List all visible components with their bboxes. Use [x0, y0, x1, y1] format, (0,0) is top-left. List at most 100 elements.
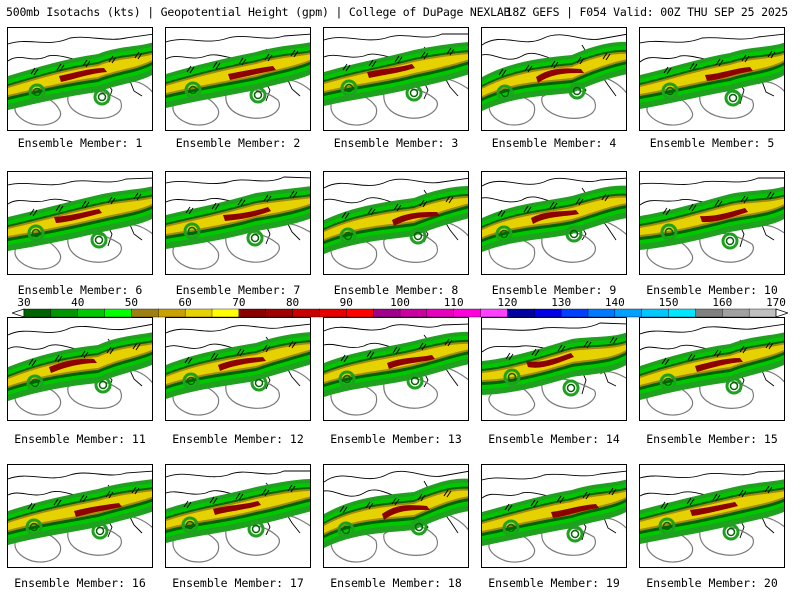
ensemble-member-label: Ensemble Member: 12 — [172, 432, 304, 446]
ensemble-member-map — [481, 464, 627, 568]
ensemble-member-label: Ensemble Member: 15 — [646, 432, 778, 446]
ensemble-map-graphic — [324, 323, 468, 416]
colorbar-tick-label: 90 — [340, 296, 353, 309]
ensemble-member-label: Ensemble Member: 7 — [175, 283, 301, 297]
ensemble-member-label: Ensemble Member: 20 — [646, 576, 778, 590]
ensemble-member-label: Ensemble Member: 5 — [649, 136, 775, 150]
ensemble-member-map — [165, 464, 311, 568]
ensemble-map-graphic — [8, 323, 152, 416]
colorbar-swatch — [722, 308, 750, 318]
ensemble-map-graphic — [640, 177, 784, 270]
ensemble-member-label: Ensemble Member: 2 — [175, 136, 301, 150]
colorbar-swatch — [695, 308, 723, 318]
ensemble-map-graphic — [166, 323, 310, 416]
ensemble-member-map — [639, 171, 785, 275]
ensemble-map-graphic — [324, 33, 468, 126]
colorbar-swatch — [534, 308, 562, 318]
ensemble-member-map — [481, 27, 627, 131]
ensemble-map-graphic — [482, 33, 626, 126]
colorbar-swatch — [614, 308, 643, 318]
colorbar-swatch — [560, 308, 589, 318]
colorbar-tick-label: 110 — [444, 296, 464, 309]
ensemble-map-graphic — [166, 176, 310, 270]
colorbar-swatch — [265, 308, 294, 318]
ensemble-member-label: Ensemble Member: 1 — [17, 136, 143, 150]
colorbar-tick-label: 140 — [605, 296, 625, 309]
ensemble-map-graphic — [166, 33, 310, 126]
ensemble-member-label: Ensemble Member: 14 — [488, 432, 620, 446]
colorbar-swatch — [507, 308, 535, 318]
ensemble-member-label: Ensemble Member: 11 — [14, 432, 146, 446]
ensemble-member-map — [323, 171, 469, 275]
ensemble-member-label: Ensemble Member: 4 — [491, 136, 617, 150]
colorbar-swatch — [50, 308, 79, 318]
colorbar-tick-label: 30 — [17, 296, 30, 309]
colorbar-swatch — [131, 308, 159, 318]
ensemble-member-map — [639, 317, 785, 421]
ensemble-map-graphic — [482, 470, 626, 563]
colorbar-swatch — [641, 308, 670, 318]
ensemble-member-map — [7, 171, 153, 275]
colorbar-tick-label: 170 — [766, 296, 786, 309]
ensemble-member-label: Ensemble Member: 3 — [333, 136, 459, 150]
colorbar-tick-label: 130 — [551, 296, 571, 309]
colorbar-swatch — [453, 308, 482, 318]
colorbar-swatch — [372, 308, 401, 318]
ensemble-map-graphic — [640, 33, 784, 126]
model-run-info: 18Z GEFS | F054 Valid: 00Z THU SEP 25 20… — [505, 5, 789, 19]
ensemble-member-label: Ensemble Member: 9 — [491, 283, 617, 297]
ensemble-member-map — [481, 171, 627, 275]
ensemble-member-map — [7, 27, 153, 131]
ensemble-map-graphic — [8, 470, 152, 563]
ensemble-member-label: Ensemble Member: 10 — [646, 283, 778, 297]
ensemble-member-map — [323, 317, 469, 421]
colorbar-swatch — [399, 308, 428, 318]
colorbar-swatch — [346, 308, 374, 318]
colorbar-tick-label: 40 — [71, 296, 84, 309]
colorbar-tick-label: 120 — [497, 296, 517, 309]
ensemble-member-label: Ensemble Member: 19 — [488, 576, 620, 590]
isotach-colorbar: 30 40 50 60 70 80 90 100 110 120 130 140 150 160 170 — [12, 296, 788, 318]
colorbar-tick-label: 160 — [712, 296, 732, 309]
colorbar-swatch — [158, 308, 186, 318]
ensemble-member-label: Ensemble Member: 6 — [17, 283, 143, 297]
ensemble-member-map — [7, 317, 153, 421]
colorbar-swatch — [184, 308, 213, 318]
ensemble-member-map — [639, 464, 785, 568]
colorbar-tick-label: 100 — [390, 296, 410, 309]
ensemble-map-graphic — [640, 470, 784, 563]
ensemble-map-graphic — [640, 323, 784, 416]
ensemble-map-graphic — [482, 322, 626, 416]
ensemble-member-label: Ensemble Member: 18 — [330, 576, 462, 590]
ensemble-member-label: Ensemble Member: 17 — [172, 576, 304, 590]
colorbar-left-arrow — [12, 308, 25, 318]
ensemble-member-label: Ensemble Member: 16 — [14, 576, 146, 590]
ensemble-member-label: Ensemble Member: 8 — [333, 283, 459, 297]
ensemble-member-map — [165, 171, 311, 275]
colorbar-swatch — [480, 308, 508, 318]
map-title: 500mb Isotachs (kts) | Geopotential Heig… — [6, 5, 511, 19]
colorbar-right-arrow — [775, 308, 788, 318]
ensemble-member-map — [639, 27, 785, 131]
colorbar-swatch — [587, 308, 616, 318]
colorbar-swatch — [668, 308, 696, 318]
ensemble-member-map — [481, 317, 627, 421]
ensemble-member-map — [323, 464, 469, 568]
colorbar-swatch — [238, 308, 267, 318]
colorbar-tick-label: 80 — [286, 296, 299, 309]
colorbar-swatch — [319, 308, 347, 318]
ensemble-map-graphic — [324, 177, 468, 270]
colorbar-swatch — [77, 308, 106, 318]
ensemble-member-map — [7, 464, 153, 568]
colorbar-swatch — [292, 308, 320, 318]
ensemble-map-graphic — [324, 470, 468, 563]
ensemble-map-graphic — [166, 470, 310, 563]
colorbar-swatch — [748, 308, 777, 318]
ensemble-member-label: Ensemble Member: 13 — [330, 432, 462, 446]
colorbar-swatch — [211, 308, 240, 318]
ensemble-map-graphic — [8, 177, 152, 270]
colorbar-tick-label: 70 — [232, 296, 245, 309]
ensemble-map-graphic — [482, 177, 626, 270]
colorbar-tick-label: 60 — [179, 296, 192, 309]
ensemble-map-graphic — [8, 33, 152, 126]
